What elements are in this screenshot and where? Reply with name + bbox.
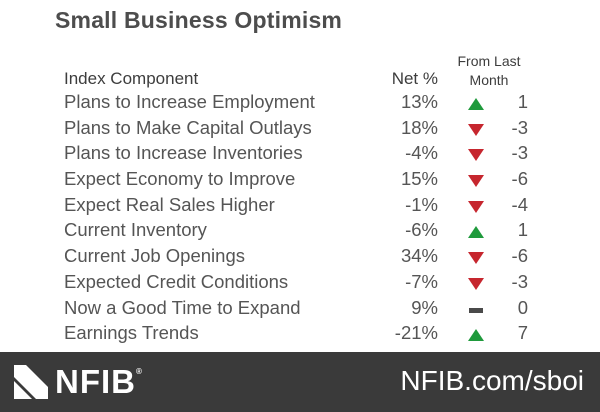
down-arrow-icon: [468, 175, 484, 188]
index-component-header: Index Component: [64, 69, 199, 88]
net-value: -7%: [405, 270, 438, 292]
table-row: Plans to Increase Inventories -4% -3: [0, 141, 600, 167]
table-row: Now a Good Time to Expand 9% 0: [0, 296, 600, 322]
from-last-header-line2: Month: [469, 72, 509, 88]
change-value: -6: [511, 168, 528, 190]
net-value: -21%: [394, 322, 438, 344]
component-name: Earnings Trends: [64, 322, 199, 344]
down-arrow-icon: [468, 252, 484, 265]
component-name: Now a Good Time to Expand: [64, 296, 301, 318]
nfib-logo-text: NFIB®: [55, 363, 143, 400]
component-name: Expect Economy to Improve: [64, 168, 296, 190]
trend-indicator: [468, 252, 484, 265]
net-value: -6%: [405, 219, 438, 241]
net-value: 9%: [411, 296, 438, 318]
trend-indicator: [468, 304, 484, 316]
flat-dash-icon: [469, 307, 483, 313]
table-row: Expect Real Sales Higher -1% -4: [0, 193, 600, 219]
table-row: Current Inventory -6% 1: [0, 218, 600, 244]
component-name: Expect Real Sales Higher: [64, 193, 275, 215]
up-arrow-icon: [468, 98, 484, 110]
down-arrow-icon: [468, 277, 484, 290]
component-name: Plans to Increase Employment: [64, 91, 315, 112]
trend-indicator: [468, 98, 484, 110]
change-value: -3: [511, 116, 528, 138]
nfib-logo-mark-icon: [14, 365, 48, 399]
table-row: Current Job Openings 34% -6: [0, 244, 600, 270]
page-title: Small Business Optimism: [55, 7, 343, 33]
up-arrow-icon: [468, 329, 484, 342]
trend-indicator: [468, 175, 484, 188]
net-value: 13%: [400, 91, 438, 112]
change-value: -3: [511, 142, 528, 164]
net-value: 34%: [400, 245, 438, 267]
change-value: 1: [517, 91, 528, 112]
down-arrow-icon: [468, 200, 484, 213]
trend-indicator: [468, 123, 484, 136]
down-arrow-icon: [468, 123, 484, 136]
component-name: Current Inventory: [64, 219, 207, 241]
change-value: -6: [511, 245, 528, 267]
net-value: -4%: [405, 142, 438, 164]
from-last-header-line1: From Last: [457, 53, 521, 69]
net-value: 18%: [400, 116, 438, 138]
up-arrow-icon: [468, 226, 484, 239]
table-row: Expected Credit Conditions -7% -3: [0, 270, 600, 296]
change-value: -4: [511, 193, 528, 215]
component-table: Plans to Increase Employment 13% 1 Plans…: [0, 90, 600, 347]
component-name: Plans to Make Capital Outlays: [64, 116, 312, 138]
net-value: 15%: [400, 168, 438, 190]
trend-indicator: [468, 277, 484, 290]
table-row: Expect Economy to Improve 15% -6: [0, 167, 600, 193]
component-name: Plans to Increase Inventories: [64, 142, 303, 164]
from-last-month-header: From Last Month: [448, 52, 530, 90]
change-value: -3: [511, 270, 528, 292]
change-value: 1: [517, 219, 528, 241]
component-name: Current Job Openings: [64, 245, 245, 267]
trend-indicator: [468, 200, 484, 213]
table-row: Plans to Increase Employment 13% 1: [0, 90, 600, 116]
trend-indicator: [468, 149, 484, 162]
table-row: Earnings Trends -21% 7: [0, 321, 600, 347]
trend-indicator: [468, 329, 484, 342]
footer-bar: NFIB® NFIB.com/sboi: [0, 352, 600, 412]
sboi-url-link[interactable]: NFIB.com/sboi: [400, 365, 584, 396]
down-arrow-icon: [468, 149, 484, 162]
net-percent-header: Net %: [391, 69, 438, 88]
table-row: Plans to Make Capital Outlays 18% -3: [0, 116, 600, 142]
component-name: Expected Credit Conditions: [64, 270, 289, 292]
change-value: 0: [517, 296, 528, 318]
trend-indicator: [468, 226, 484, 239]
change-value: 7: [517, 322, 528, 344]
net-value: -1%: [405, 193, 438, 215]
